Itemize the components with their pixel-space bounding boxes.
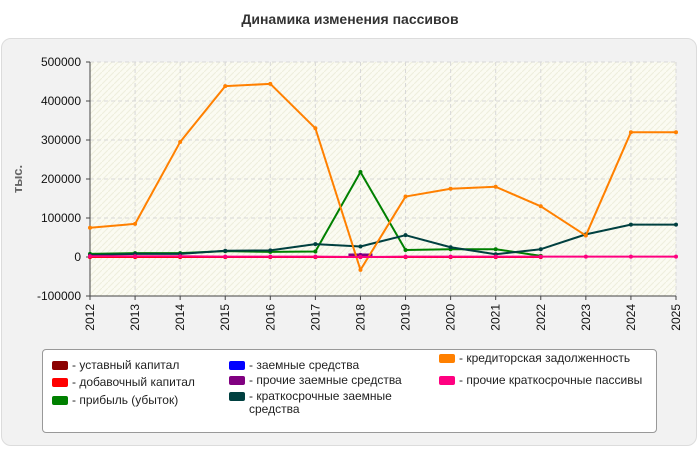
series-point-7 [223,254,228,259]
legend-item: - заемные средства [229,359,424,372]
series-point-6 [493,184,498,189]
legend-swatch [439,376,455,385]
legend-item: - кредиторская задолженность [439,352,649,365]
series-point-5 [674,222,678,227]
series-point-7 [448,254,453,259]
legend-swatch [52,378,68,387]
series-point-7 [178,254,183,259]
x-tick-label: 2024 [624,304,638,331]
series-point-6 [268,81,273,86]
x-tick-label: 2025 [669,304,683,331]
series-point-6 [178,139,183,144]
series-point-5 [223,248,228,253]
legend-item: - добавочный капитал [52,376,222,389]
y-tick-label: -100000 [37,289,81,303]
series-line-5 [89,223,676,257]
series-point-7 [628,254,633,259]
series-point-5 [403,233,408,238]
series-point-2 [313,249,318,254]
series-point-5 [268,248,273,253]
series-line-7 [90,255,676,258]
legend-swatch [52,396,68,405]
legend-swatch [439,354,455,363]
chart-legend: - уставный капитал - добавочный капитал - … [42,349,657,433]
series-point-6 [133,221,138,226]
y-tick-label: 100000 [41,211,81,225]
series-point-6 [403,194,408,199]
series-point-6 [88,225,92,230]
y-tick-label: 500000 [41,55,81,69]
legend-label: - уставный капитал [72,358,180,372]
series-point-6 [313,126,318,131]
series-point-2 [493,247,498,252]
y-tick-label: 200000 [41,172,81,186]
legend-label: - краткосрочные заемные средства [249,389,392,416]
series-point-5 [628,222,633,227]
series-point-6 [628,130,633,135]
x-tick-label: 2017 [308,304,322,331]
legend-item: - краткосрочные заемные средства [229,390,424,416]
legend-item: - прочие краткосрочные пассивы [439,374,649,387]
legend-item: - прочие заемные средства [229,374,424,387]
x-tick-label: 2015 [218,304,232,331]
x-tick-label: 2022 [534,304,548,331]
series-point-2 [358,169,363,174]
series-point-6 [358,267,363,272]
legend-item: - уставный капитал [52,359,222,372]
series-point-5 [538,247,543,252]
y-tick-label: 0 [74,250,81,264]
legend-label: - добавочный капитал [72,375,195,389]
series-point-7 [313,254,318,259]
series-point-5 [358,244,363,249]
x-tick-label: 2012 [83,304,97,331]
x-tick-label: 2021 [489,304,503,331]
x-tick-label: 2016 [263,304,277,331]
series-point-7 [403,254,408,259]
y-tick-label: 300000 [41,133,81,147]
series-point-7 [268,254,273,259]
series-point-2 [403,247,408,252]
series-point-5 [448,245,453,250]
legend-label: - прибыль (убыток) [72,393,179,407]
x-tick-label: 2014 [173,304,187,331]
series-point-7 [674,254,678,259]
legend-swatch [229,392,245,401]
chart-title: Динамика изменения пассивов [241,11,459,27]
series-point-6 [583,233,588,238]
series-point-6 [448,186,453,191]
legend-label: - кредиторская задолженность [459,351,631,365]
x-tick-label: 2020 [444,304,458,331]
x-tick-label: 2023 [579,304,593,331]
series-point-7 [538,254,543,259]
legend-label: - прочие заемные средства [249,373,402,387]
series-point-7 [133,254,138,259]
series-point-7 [88,254,92,259]
series-point-6 [538,204,543,209]
legend-item: - прибыль (убыток) [52,394,222,407]
series-point-7 [358,255,363,259]
legend-label: - прочие краткосрочные пассивы [459,373,643,387]
y-tick-label: 400000 [41,94,81,108]
series-point-7 [583,254,588,259]
y-axis-label: тыс. [10,165,25,193]
series-line-6 [89,82,676,271]
legend-swatch [229,361,245,370]
series-point-5 [313,242,318,247]
series-point-6 [223,84,228,89]
series-point-6 [674,130,678,135]
x-tick-label: 2018 [353,304,367,331]
legend-swatch [229,376,245,385]
legend-swatch [52,361,68,370]
series-point-7 [493,254,498,259]
x-tick-label: 2013 [128,304,142,331]
legend-label: - заемные средства [249,358,360,372]
x-tick-label: 2019 [399,304,413,331]
